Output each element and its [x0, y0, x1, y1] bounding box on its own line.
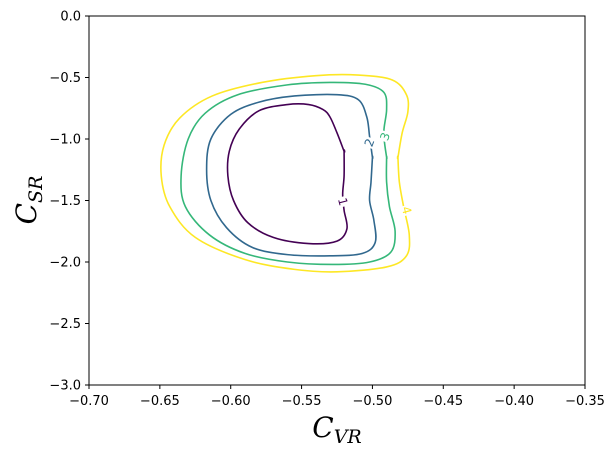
contour-label-gap [360, 135, 379, 151]
contour-label-4: 4 [399, 205, 415, 216]
x-axis-ticks: −0.70 −0.65 −0.60 −0.55 −0.50 −0.45 −0.40 −0.35 [69, 385, 605, 409]
x-axis-label-main: C [312, 411, 333, 444]
y-tick-label: −1.0 [49, 133, 81, 148]
y-tick-label: −3.0 [49, 379, 81, 394]
x-tick-label: −0.65 [140, 394, 180, 409]
y-axis-label-subscript: SR [25, 176, 47, 203]
y-tick-label: −0.5 [49, 71, 81, 86]
x-tick-label: −0.70 [69, 394, 109, 409]
contour-label-3: 3 [377, 131, 393, 143]
y-tick-label: 0.0 [60, 10, 81, 25]
x-tick-label: −0.35 [565, 394, 605, 409]
x-tick-label: −0.40 [494, 394, 534, 409]
y-axis-label: CSR [10, 176, 47, 225]
x-tick-label: −0.50 [353, 394, 393, 409]
y-tick-label: −1.5 [49, 194, 81, 209]
y-tick-label: −2.5 [49, 317, 81, 332]
y-axis-label-main: C [10, 203, 43, 224]
contour-label-gap [397, 203, 416, 218]
contour-labels: 1 23 4 [333, 129, 416, 218]
contour-label-gap [375, 129, 395, 144]
y-axis-ticks: 0.0 −0.5 −1.0 −1.5 −2.0 −2.5 −3.0 [49, 10, 89, 394]
x-tick-label: −0.55 [282, 394, 322, 409]
x-axis-label: CVR [312, 411, 361, 448]
y-tick-label: −2.0 [49, 256, 81, 271]
x-tick-label: −0.45 [423, 394, 463, 409]
x-tick-label: −0.60 [211, 394, 251, 409]
contour-label-gap [333, 194, 352, 209]
contour-line-level-4 [160, 73, 411, 273]
contour-line-level-2 [205, 93, 377, 257]
contour-label-2: 2 [362, 137, 378, 149]
contour-label-1: 1 [335, 196, 351, 207]
x-axis-label-subscript: VR [334, 426, 362, 448]
contour-line-level-3 [180, 81, 396, 266]
